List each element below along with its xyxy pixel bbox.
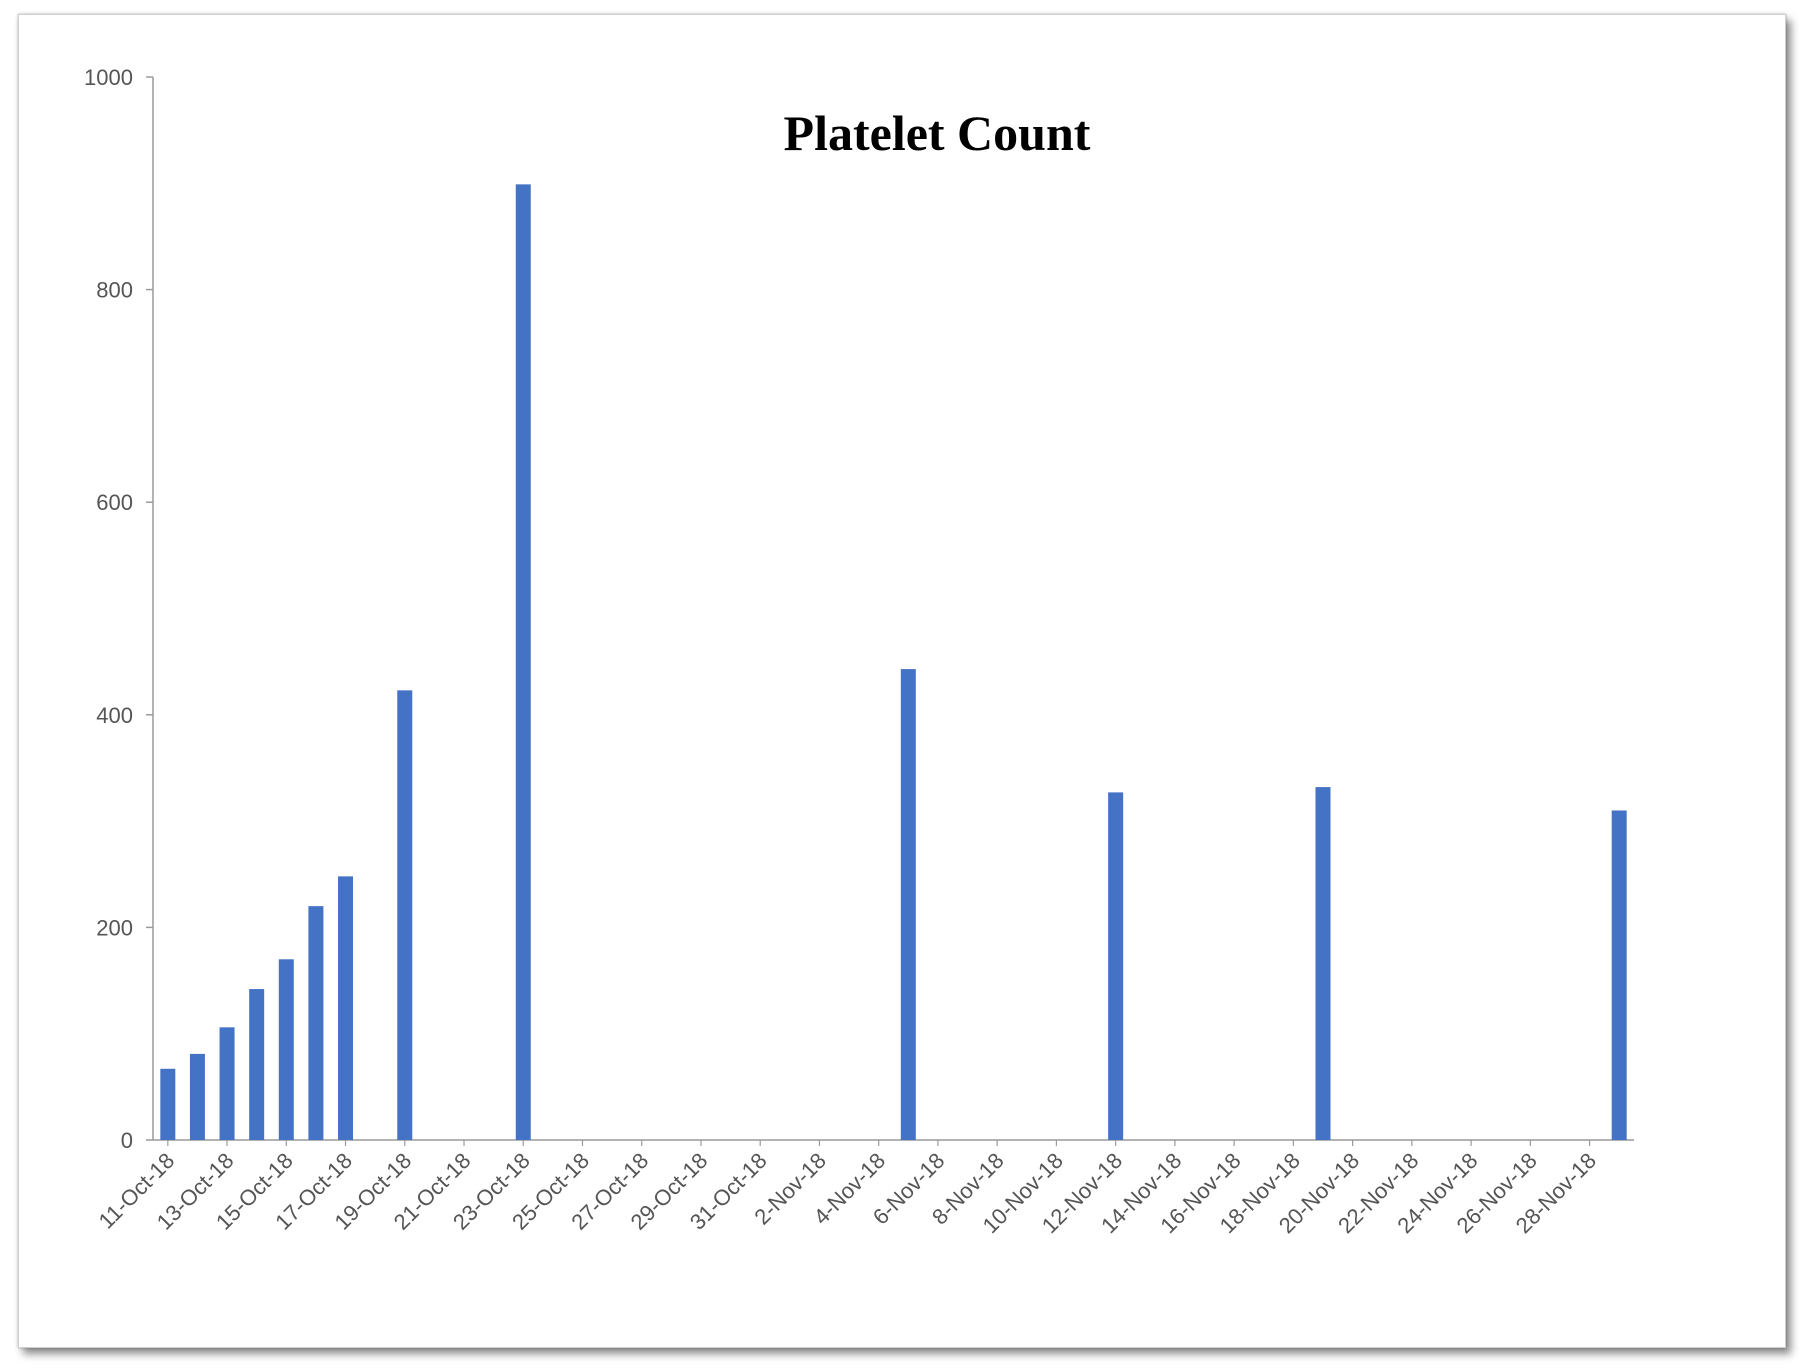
x-axis: 11-Oct-1813-Oct-1815-Oct-1817-Oct-1819-O…	[94, 1139, 1634, 1238]
bar-2018-10-11	[160, 1068, 176, 1140]
bar-2018-10-23	[515, 184, 531, 1140]
y-axis: 0 200 400 600 800 1000	[84, 65, 154, 1153]
bar-2018-10-17	[338, 876, 354, 1140]
bar-2018-10-16	[308, 906, 324, 1140]
bar-2018-10-15	[278, 959, 294, 1140]
bar-2018-11-29	[1611, 810, 1627, 1140]
bar-2018-10-12	[189, 1053, 205, 1140]
y-tick-label: 800	[96, 278, 133, 303]
chart-title: Platelet Count	[784, 105, 1091, 161]
bar-2018-11-12	[1108, 792, 1124, 1140]
bar-2018-11-05	[900, 669, 916, 1140]
bar-2018-10-19	[397, 690, 413, 1140]
y-tick-label: 600	[96, 490, 133, 515]
bar-series	[160, 184, 1627, 1140]
y-tick-label: 1000	[84, 65, 133, 90]
y-tick-label: 400	[96, 703, 133, 728]
bar-2018-10-14	[249, 989, 265, 1140]
y-tick-label: 200	[96, 915, 133, 940]
y-tick-label: 0	[121, 1128, 133, 1153]
bar-2018-10-13	[219, 1027, 235, 1140]
bar-2018-11-19	[1315, 787, 1331, 1140]
